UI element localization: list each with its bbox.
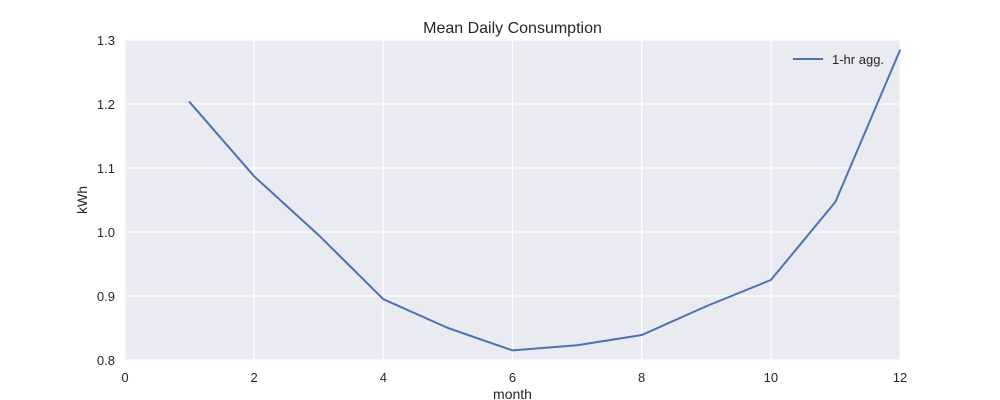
- x-tick-label: 0: [121, 370, 128, 385]
- y-tick-label: 1.2: [97, 97, 115, 112]
- x-tick-label: 4: [380, 370, 387, 385]
- x-axis: 0 2 4 6 8 10 12: [121, 370, 907, 385]
- x-tick-label: 8: [638, 370, 645, 385]
- grid: [124, 39, 901, 361]
- y-tick-label: 0.9: [97, 289, 115, 304]
- legend: 1-hr agg.: [793, 52, 884, 67]
- y-tick-label: 1.0: [97, 225, 115, 240]
- y-axis-label: kWh: [74, 186, 90, 214]
- y-tick-label: 1.1: [97, 161, 115, 176]
- x-tick-label: 2: [251, 370, 258, 385]
- legend-label: 1-hr agg.: [832, 52, 884, 67]
- y-tick-label: 0.8: [97, 353, 115, 368]
- x-tick-label: 12: [893, 370, 907, 385]
- x-tick-label: 6: [509, 370, 516, 385]
- y-axis: 0.8 0.9 1.0 1.1 1.2 1.3: [97, 33, 115, 368]
- series-line: [188, 49, 901, 352]
- series-layer: [188, 49, 901, 352]
- chart-title: Mean Daily Consumption: [423, 20, 602, 37]
- x-tick-label: 10: [764, 370, 778, 385]
- x-axis-label: month: [493, 386, 532, 400]
- y-tick-label: 1.3: [97, 33, 115, 48]
